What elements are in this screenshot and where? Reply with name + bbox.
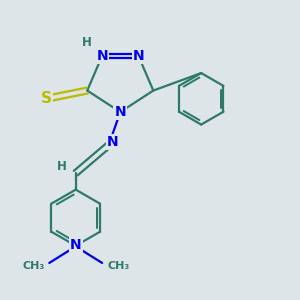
Text: N: N — [96, 49, 108, 63]
Text: CH₃: CH₃ — [22, 261, 44, 271]
Text: N: N — [115, 105, 126, 119]
Text: N: N — [70, 238, 82, 252]
Text: S: S — [40, 91, 52, 106]
Text: CH₃: CH₃ — [107, 261, 129, 271]
Text: N: N — [133, 49, 144, 63]
Text: H: H — [82, 36, 92, 49]
Text: H: H — [57, 160, 67, 173]
Text: N: N — [107, 135, 118, 149]
